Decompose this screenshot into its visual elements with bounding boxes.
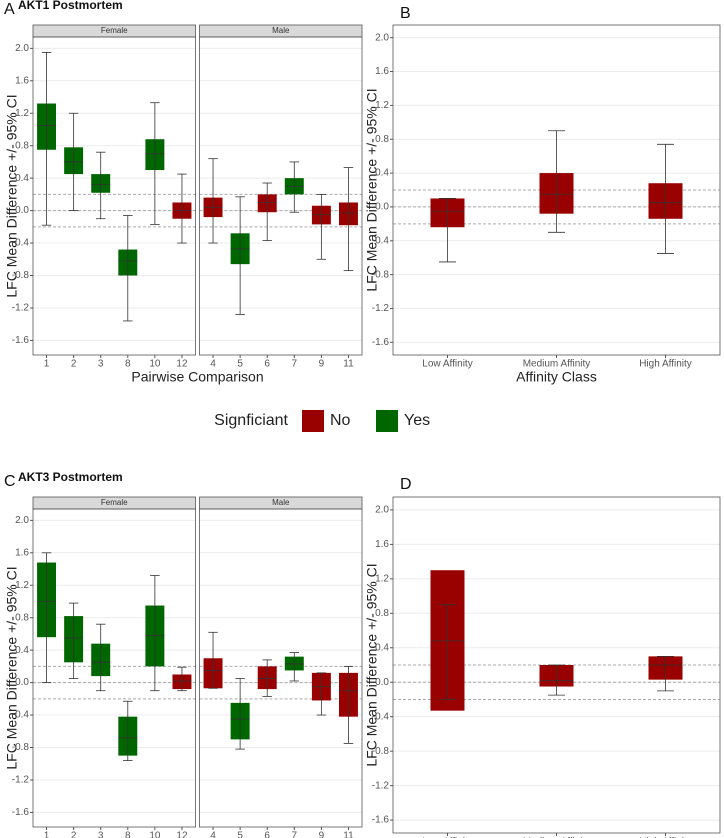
y-tick-label: 1.6	[375, 539, 389, 550]
x-tick-label: 11	[343, 359, 354, 370]
x-tick-label: 4	[210, 831, 216, 838]
panel-label: C	[4, 473, 16, 490]
x-tick-label: Low Affinity	[422, 359, 472, 370]
y-tick-label: -1.6	[372, 337, 390, 348]
y-tick-label: -0.4	[12, 238, 30, 249]
y-tick-label: -0.8	[12, 742, 30, 753]
y-tick-label: 0.0	[15, 205, 29, 216]
y-tick-label: 2.0	[15, 515, 29, 526]
y-tick-label: 0.0	[375, 202, 389, 213]
y-tick-label: -0.4	[12, 710, 30, 721]
panel-border	[199, 508, 363, 828]
y-tick-label: 0.0	[15, 677, 29, 688]
x-tick-label: Low Affinity	[422, 837, 472, 838]
x-tick-label: Medium Affinity	[523, 837, 591, 838]
x-tick-label: 11	[343, 831, 354, 838]
panel-border	[392, 24, 721, 356]
y-tick-label: -0.8	[372, 269, 390, 280]
y-tick-label: -1.6	[12, 335, 30, 346]
y-tick-label: -0.4	[372, 711, 390, 722]
panel-label: A	[4, 1, 15, 18]
y-tick-label: 1.2	[375, 573, 389, 584]
y-tick-label: -1.6	[372, 815, 390, 826]
x-tick-label: 6	[264, 359, 270, 370]
y-tick-label: 0.0	[375, 677, 389, 688]
x-tick-label: 5	[237, 831, 243, 838]
legend-swatch	[302, 410, 324, 432]
x-tick-label: High Affinity	[639, 837, 692, 838]
x-tick-label: Medium Affinity	[523, 359, 591, 370]
x-tick-label: High Affinity	[639, 359, 692, 370]
facet-label: Female	[101, 26, 128, 35]
panel-title: AKT1 Postmortem	[18, 0, 123, 12]
facet-label: Female	[101, 498, 128, 507]
x-tick-label: 7	[292, 831, 298, 838]
x-tick-label: 3	[98, 359, 104, 370]
y-tick-label: -1.2	[372, 303, 390, 314]
x-tick-label: 6	[264, 831, 270, 838]
panel-border	[32, 508, 196, 828]
x-tick-label: 8	[125, 359, 131, 370]
legend-label: No	[330, 412, 351, 429]
y-tick-label: 1.6	[15, 75, 29, 86]
y-tick-label: 0.8	[15, 612, 29, 623]
legend-label: Yes	[404, 412, 430, 429]
y-tick-label: -1.2	[12, 775, 30, 786]
x-tick-label: 2	[71, 359, 77, 370]
x-tick-label: 1	[44, 359, 50, 370]
legend-title: Signficiant	[214, 412, 288, 429]
y-tick-label: 0.8	[375, 608, 389, 619]
y-tick-label: 2.0	[375, 505, 389, 516]
y-tick-label: 2.0	[15, 43, 29, 54]
panel-title: AKT3 Postmortem	[18, 470, 123, 484]
x-tick-label: 2	[71, 831, 77, 838]
y-axis-label: LFC Mean Difference +/- 95% CI	[4, 566, 20, 769]
y-axis-label: LFC Mean Difference +/- 95% CI	[364, 88, 380, 291]
y-tick-label: -1.6	[12, 807, 30, 818]
panel-label: B	[400, 5, 411, 22]
x-axis-label: Pairwise Comparison	[131, 369, 263, 385]
facet-label: Male	[272, 26, 290, 35]
y-tick-label: 0.4	[375, 642, 389, 653]
x-tick-label: 10	[149, 359, 161, 370]
y-tick-label: 0.4	[375, 168, 389, 179]
panel-border	[199, 36, 363, 356]
y-tick-label: -0.8	[12, 270, 30, 281]
y-tick-label: 2.0	[375, 32, 389, 43]
y-tick-label: 1.2	[15, 108, 29, 119]
x-axis-label: Affinity Class	[516, 369, 597, 385]
x-tick-label: 4	[210, 359, 216, 370]
y-tick-label: 1.2	[15, 580, 29, 591]
panel-border	[392, 496, 721, 834]
y-tick-label: 1.6	[15, 547, 29, 558]
x-tick-label: 12	[176, 359, 188, 370]
panel-label: D	[400, 476, 412, 493]
panel-border	[32, 36, 196, 356]
y-tick-label: 0.4	[15, 173, 29, 184]
y-tick-label: -0.4	[372, 235, 390, 246]
facet-label: Male	[272, 498, 290, 507]
y-tick-label: -1.2	[372, 780, 390, 791]
x-tick-label: 7	[292, 359, 298, 370]
y-axis-label: LFC Mean Difference +/- 95% CI	[4, 94, 20, 297]
x-tick-label: 5	[237, 359, 243, 370]
y-tick-label: 1.2	[375, 100, 389, 111]
y-tick-label: 0.4	[15, 645, 29, 656]
y-axis-label: LFC Mean Difference +/- 95% CI	[364, 563, 380, 766]
y-tick-label: -0.8	[372, 746, 390, 757]
y-tick-label: -1.2	[12, 303, 30, 314]
y-tick-label: 1.6	[375, 66, 389, 77]
x-tick-label: 9	[319, 359, 325, 370]
x-tick-label: 1	[44, 831, 50, 838]
y-tick-label: 0.8	[15, 140, 29, 151]
x-tick-label: 12	[176, 831, 188, 838]
legend-swatch	[376, 410, 398, 432]
x-tick-label: 8	[125, 831, 131, 838]
x-tick-label: 9	[319, 831, 325, 838]
x-tick-label: 3	[98, 831, 104, 838]
x-tick-label: 10	[149, 831, 161, 838]
y-tick-label: 0.8	[375, 134, 389, 145]
